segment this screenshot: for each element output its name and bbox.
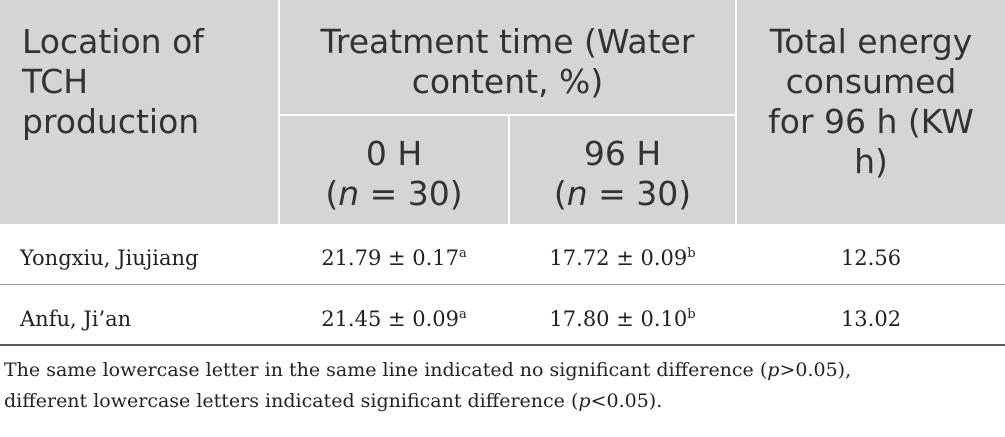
header-subdivider (280, 114, 735, 116)
header-divider-right (735, 0, 737, 224)
header-treatment-time: Treatment time (Water content, %) (320, 22, 695, 101)
header-0h: 0 H (n = 30) (325, 134, 463, 213)
row-1-location: Yongxiu, Jiujiang (20, 246, 199, 270)
row-divider (0, 284, 1005, 285)
row-1-energy: 12.56 (840, 246, 902, 270)
row-1-96h-value: 17.72 ± 0.09b (549, 246, 696, 270)
header-96h: 96 H (n = 30) (553, 134, 692, 213)
header-divider-left (278, 0, 280, 224)
row-2-0h-value: 21.45 ± 0.09a (321, 307, 467, 331)
table-footnote: The same lowercase letter in the same li… (4, 359, 852, 412)
header-total-energy: Total energy consumed for 96 h (KW h) (768, 22, 974, 181)
row-2-location: Anfu, Ji’an (20, 307, 132, 331)
row-2-energy: 13.02 (840, 307, 902, 331)
table-bottom-rule (0, 344, 1005, 346)
table-header (0, 0, 1005, 224)
header-subdivider-vertical (508, 116, 510, 224)
row-1-0h-value: 21.79 ± 0.17a (321, 246, 467, 270)
header-location: Location of TCH production (22, 22, 204, 141)
row-2-96h-value: 17.80 ± 0.10b (549, 307, 696, 331)
